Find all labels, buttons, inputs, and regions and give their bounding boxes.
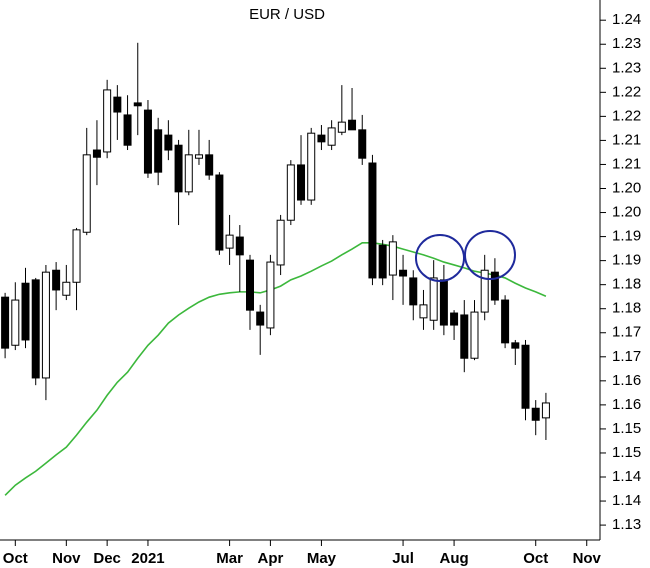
- candle-body: [72, 229, 81, 283]
- y-tick-label: 1.16: [612, 396, 641, 413]
- y-tick-label: 1.17: [612, 324, 641, 341]
- candle-body: [429, 277, 438, 321]
- y-tick-label: 1.24: [612, 11, 641, 28]
- candle-body: [246, 259, 254, 311]
- candle-body: [256, 311, 265, 326]
- candle-body: [439, 279, 448, 326]
- annotation-circle: [464, 230, 516, 280]
- y-tick-label: 1.20: [612, 179, 641, 196]
- y-tick-label: 1.17: [612, 348, 641, 365]
- y-tick-label: 1.14: [612, 468, 641, 485]
- y-tick-label: 1.22: [612, 83, 641, 100]
- x-tick-label: Jul: [392, 550, 414, 567]
- candle-body: [419, 304, 428, 319]
- candle-body: [286, 164, 295, 221]
- candle-body: [235, 236, 244, 256]
- candle-body: [450, 312, 459, 326]
- candle-body: [501, 299, 510, 344]
- y-tick-label: 1.18: [612, 300, 641, 317]
- candle-body: [11, 299, 20, 346]
- candle-body: [409, 277, 418, 306]
- x-tick-label: Dec: [93, 550, 121, 567]
- moving-average: [4, 242, 547, 496]
- candle-body: [62, 281, 71, 296]
- y-tick-label: 1.18: [612, 276, 641, 293]
- y-tick-label: 1.16: [612, 372, 641, 389]
- candle-body: [82, 154, 91, 233]
- candle-body: [164, 134, 173, 151]
- x-tick-label: Oct: [3, 550, 28, 567]
- chart-title: EUR / USD: [249, 6, 325, 23]
- candle-body: [307, 132, 316, 201]
- candle-body: [378, 244, 387, 279]
- candle-body: [368, 162, 377, 279]
- x-tick-label: Nov: [573, 550, 602, 567]
- candle-body: [276, 219, 285, 266]
- candle-body: [358, 129, 367, 159]
- candle-body: [174, 144, 183, 193]
- candle-body: [521, 344, 530, 409]
- candle-body: [205, 154, 214, 176]
- annotation-circle: [415, 234, 465, 282]
- candle-body: [194, 154, 203, 159]
- candle-body: [266, 261, 275, 329]
- candle-body: [337, 121, 346, 133]
- candle-body: [133, 102, 142, 107]
- y-tick-label: 1.19: [612, 228, 641, 245]
- y-tick-label: 1.22: [612, 107, 641, 124]
- x-tick-label: Aug: [439, 550, 468, 567]
- candle-body: [41, 271, 50, 379]
- candle-body: [399, 269, 408, 277]
- candle-body: [113, 96, 122, 113]
- candle-body: [31, 279, 40, 379]
- y-tick-label: 1.23: [612, 35, 641, 52]
- y-tick-label: 1.15: [612, 420, 641, 437]
- candle-body: [1, 296, 10, 349]
- candle-body: [297, 164, 306, 201]
- candle-body: [215, 174, 224, 251]
- candle-body: [541, 402, 550, 419]
- candle-body: [154, 129, 163, 173]
- y-tick-label: 1.20: [612, 204, 641, 221]
- x-tick-label: Oct: [523, 550, 548, 567]
- y-tick-label: 1.21: [612, 131, 641, 148]
- x-tick-label: Mar: [216, 550, 243, 567]
- candle-body: [317, 134, 326, 143]
- candle-body: [511, 342, 520, 349]
- candle-body: [21, 282, 30, 341]
- candle-body: [52, 269, 61, 291]
- y-tick-label: 1.14: [612, 492, 641, 509]
- x-tick-label: Apr: [257, 550, 283, 567]
- y-tick-label: 1.15: [612, 444, 641, 461]
- candle-body: [143, 109, 152, 174]
- candle-body: [103, 89, 112, 153]
- candle-body: [123, 114, 132, 146]
- y-tick-label: 1.21: [612, 155, 641, 172]
- candle-body: [531, 407, 540, 421]
- candle-body: [470, 311, 479, 359]
- candle-body: [490, 271, 499, 301]
- candle-body: [327, 127, 336, 146]
- x-tick-label: Nov: [52, 550, 81, 567]
- candle-body: [225, 234, 234, 249]
- candle-body: [92, 149, 101, 158]
- candle-body: [460, 314, 469, 359]
- x-tick-label: May: [307, 550, 337, 567]
- candle-body: [348, 119, 357, 131]
- y-tick-label: 1.13: [612, 516, 641, 533]
- candle-body: [480, 269, 489, 313]
- y-tick-label: 1.23: [612, 59, 641, 76]
- y-tick-label: 1.19: [612, 252, 641, 269]
- x-tick-label: 2021: [131, 550, 164, 567]
- candle-body: [184, 154, 193, 193]
- candle-body: [388, 241, 397, 276]
